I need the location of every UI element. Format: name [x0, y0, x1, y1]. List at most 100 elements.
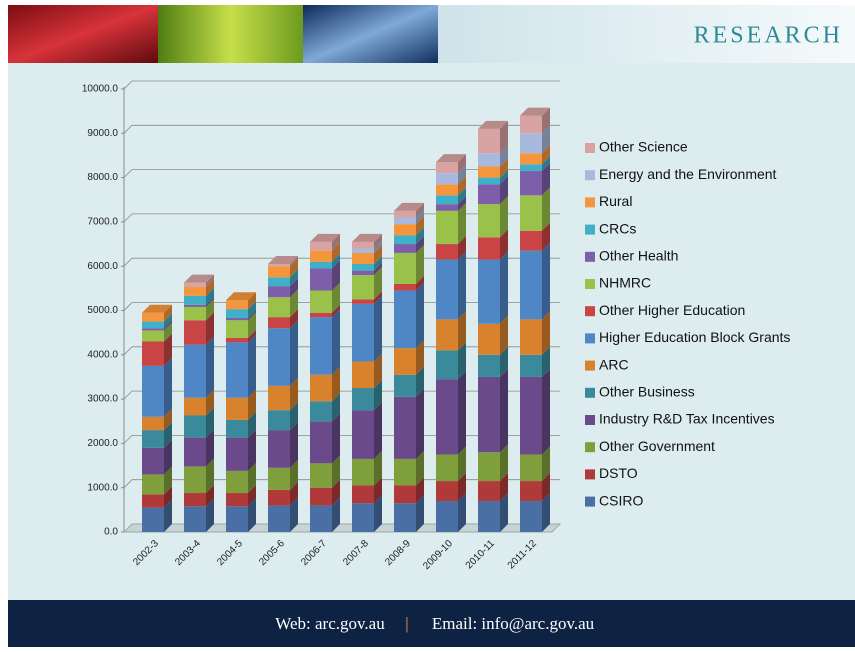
- bar-side: [290, 255, 298, 267]
- bar-side: [290, 422, 298, 468]
- bar-segment: [478, 452, 500, 482]
- bar-side: [542, 187, 550, 231]
- bar-side: [206, 287, 214, 305]
- legend-swatch: [585, 415, 595, 425]
- bar-segment: [310, 290, 332, 313]
- bar-side: [332, 253, 340, 269]
- bar-side: [374, 244, 382, 264]
- bar-segment: [520, 500, 542, 532]
- bar-side: [500, 120, 508, 154]
- legend-label: Other Business: [599, 384, 695, 400]
- bar-segment: [352, 361, 374, 389]
- bar-segment: [142, 365, 164, 417]
- bar-side: [248, 334, 256, 398]
- bar-segment: [352, 485, 374, 504]
- bar-segment: [436, 244, 458, 260]
- y-tick-label: 5000.0: [87, 305, 118, 316]
- bar-side: [458, 492, 466, 532]
- legend-swatch: [585, 224, 595, 235]
- bar-side: [500, 368, 508, 453]
- bar-segment: [520, 115, 542, 134]
- bar-segment: [268, 489, 290, 506]
- bar-segment: [352, 252, 374, 264]
- bar-side: [416, 495, 424, 532]
- bar-segment: [184, 287, 206, 296]
- bar-segment: [268, 266, 290, 278]
- background: [8, 5, 855, 647]
- legend-label: Other Health: [599, 248, 678, 264]
- bar-segment: [478, 259, 500, 324]
- bar-side: [416, 366, 424, 397]
- bar-side: [164, 322, 172, 342]
- legend-swatch: [585, 279, 595, 289]
- grid-line: [123, 80, 560, 90]
- bar-side: [500, 196, 508, 238]
- bar-segment: [520, 164, 542, 171]
- bar-side: [290, 377, 298, 411]
- bar-side: [500, 444, 508, 482]
- bar-side: [206, 458, 214, 494]
- legend-swatch: [585, 360, 595, 371]
- bar-segment: [310, 241, 332, 251]
- bar-side: [416, 388, 424, 459]
- legend-swatch: [585, 333, 595, 344]
- bar-segment: [520, 454, 542, 482]
- bar-side: [374, 240, 382, 253]
- y-tick-label: 1000.0: [87, 482, 118, 493]
- bar-side: [416, 244, 424, 284]
- bar-segment: [226, 437, 248, 471]
- bar-side: [542, 492, 550, 532]
- bar-segment: [436, 481, 458, 501]
- bar-segment: [478, 237, 500, 260]
- bar-side: [206, 429, 214, 467]
- bar-segment: [142, 474, 164, 495]
- bar-segment: [184, 295, 206, 305]
- bar-top: [436, 154, 466, 163]
- bar-segment: [268, 277, 290, 287]
- bar-side: [458, 446, 466, 482]
- bar-segment: [268, 410, 290, 431]
- bar-side: [500, 346, 508, 377]
- bar-side: [164, 320, 172, 331]
- bar-side: [500, 492, 508, 532]
- bar-side: [248, 498, 256, 532]
- bar-side: [164, 486, 172, 508]
- bar-segment: [436, 350, 458, 380]
- bar-side: [416, 282, 424, 349]
- bar-side: [416, 209, 424, 225]
- bar-side: [206, 498, 214, 532]
- bar-segment: [478, 153, 500, 167]
- bar-segment: [142, 312, 164, 322]
- bar-segment: [394, 244, 416, 253]
- bar-side: [500, 473, 508, 501]
- bar-segment: [478, 481, 500, 501]
- y-tick-label: 3000.0: [87, 394, 118, 405]
- grid-line: [123, 169, 560, 178]
- bar-segment: [520, 481, 542, 501]
- banner: [438, 5, 855, 63]
- bar-segment: [226, 318, 248, 321]
- bar-side: [374, 267, 382, 300]
- legend-label: CRCs: [599, 220, 636, 236]
- bar-side: [542, 242, 550, 320]
- bar-side: [206, 407, 214, 438]
- bar-segment: [436, 500, 458, 532]
- bar-segment: [394, 210, 416, 218]
- bar-segment: [226, 419, 248, 438]
- bar-segment: [184, 320, 206, 345]
- bar-side: [164, 499, 172, 532]
- bar-segment: [268, 286, 290, 298]
- bar-segment: [310, 463, 332, 488]
- bar-segment: [142, 330, 164, 342]
- bar-segment: [352, 388, 374, 411]
- bar-side: [500, 176, 508, 205]
- bar-side: [416, 202, 424, 218]
- legend-label: NHMRC: [599, 275, 651, 291]
- legend-label: ARC: [599, 356, 629, 372]
- bar-side: [500, 169, 508, 185]
- bar-segment: [310, 401, 332, 422]
- bar-segment: [184, 304, 206, 307]
- bar-segment: [520, 376, 542, 455]
- bar-segment: [478, 177, 500, 185]
- bar-side: [374, 477, 382, 504]
